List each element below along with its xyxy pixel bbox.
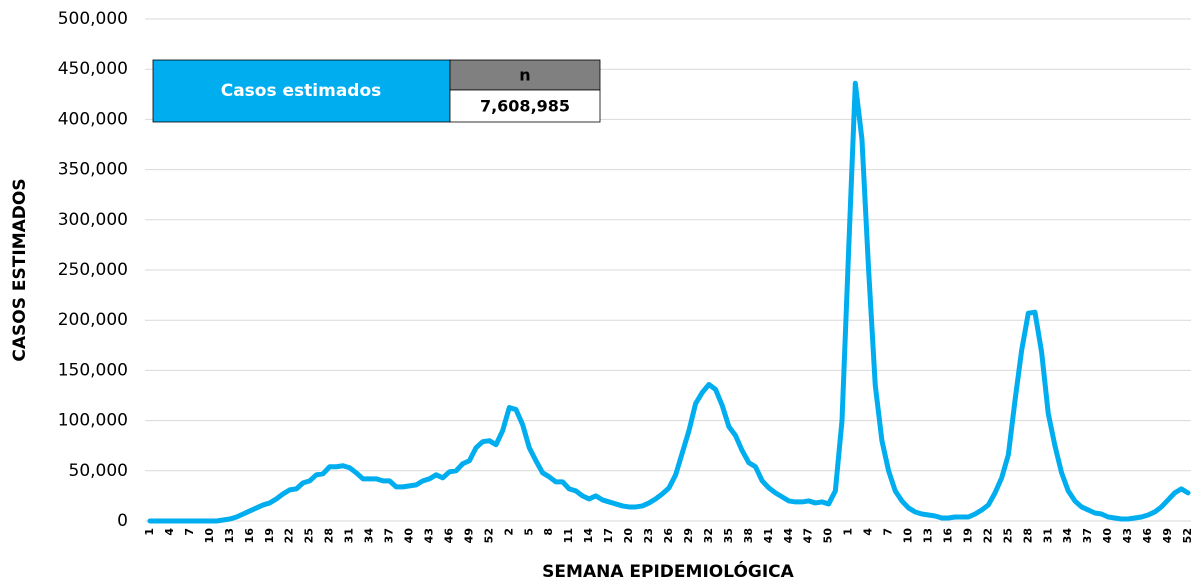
y-tick-label: 0 <box>117 511 128 531</box>
x-tick-label: 23 <box>642 528 655 543</box>
x-tick-label: 22 <box>981 528 994 543</box>
x-tick-label: 43 <box>422 528 435 543</box>
x-tick-label: 31 <box>1041 528 1054 543</box>
x-tick-label: 19 <box>961 528 974 543</box>
x-tick-label: 49 <box>1161 528 1174 543</box>
table-value: 7,608,985 <box>480 97 570 116</box>
x-tick-label: 49 <box>462 528 475 543</box>
plot <box>147 80 1191 524</box>
x-tick-label: 13 <box>922 528 935 543</box>
table-label-cell <box>152 59 451 123</box>
x-tick-label: 35 <box>722 528 735 543</box>
table-header-cell <box>449 59 601 91</box>
table-header: n <box>519 66 530 85</box>
x-tick-label: 7 <box>882 528 895 536</box>
x-tick-label: 11 <box>562 528 575 543</box>
y-tick-label: 500,000 <box>58 9 128 29</box>
y-tick-label: 400,000 <box>58 109 128 129</box>
x-tick-label: 28 <box>1021 528 1034 543</box>
y-tick-label: 50,000 <box>69 461 128 481</box>
y-tick-label: 450,000 <box>58 59 128 79</box>
y-tick-label: 300,000 <box>58 210 128 230</box>
x-axis-title: SEMANA EPIDEMIOLÓGICA <box>542 560 794 582</box>
x-tick-label: 28 <box>323 528 336 543</box>
x-tick-label: 16 <box>243 528 256 544</box>
x-tick-label: 37 <box>383 528 396 543</box>
x-tick-label: 16 <box>941 528 954 544</box>
x-tick-label: 13 <box>223 528 236 543</box>
table-value-cell <box>449 89 601 123</box>
x-tick-label: 47 <box>802 528 815 543</box>
x-tick-label: 44 <box>782 528 795 544</box>
x-tick-label: 41 <box>762 528 775 543</box>
x-tick-label: 25 <box>1001 528 1014 543</box>
x-tick-label: 4 <box>163 528 176 536</box>
x-tick-label: 4 <box>862 528 875 536</box>
x-tick-label: 46 <box>1141 528 1154 544</box>
x-tick-label: 10 <box>203 528 216 544</box>
x-tick-label: 19 <box>263 528 276 543</box>
data-line <box>147 80 1191 524</box>
x-tick-label: 7 <box>183 528 196 536</box>
x-tick-label: 29 <box>682 528 695 543</box>
y-tick-label: 100,000 <box>58 411 128 431</box>
x-tick-label: 40 <box>1101 528 1114 544</box>
x-tick-label: 34 <box>363 528 376 544</box>
x-tick-label: 20 <box>622 528 635 544</box>
y-tick-label: 350,000 <box>58 160 128 180</box>
x-tick-label: 25 <box>303 528 316 543</box>
x-tick-label: 5 <box>522 528 535 536</box>
x-tick-label: 52 <box>482 528 495 543</box>
y-tick-label: 250,000 <box>58 260 128 280</box>
x-tick-label: 17 <box>602 528 615 543</box>
x-tick-label: 38 <box>742 528 755 543</box>
x-tick-label: 22 <box>283 528 296 543</box>
x-tick-label: 37 <box>1081 528 1094 543</box>
x-tick-label: 32 <box>702 528 715 543</box>
x-tick-label: 46 <box>442 528 455 544</box>
x-tick-label: 34 <box>1061 528 1074 544</box>
x-tick-label: 31 <box>343 528 356 543</box>
x-tick-label: 43 <box>1121 528 1134 543</box>
x-tick-label: 1 <box>143 528 156 536</box>
y-axis-title: CASOS ESTIMADOS <box>10 178 30 361</box>
y-tick-label: 200,000 <box>58 310 128 330</box>
x-tick-label: 40 <box>403 528 416 544</box>
x-tick-label: 50 <box>822 528 835 544</box>
y-tick-label: 150,000 <box>58 360 128 380</box>
table-label: Casos estimados <box>221 81 382 101</box>
x-tick-label: 10 <box>902 528 915 544</box>
x-tick-label: 26 <box>662 528 675 544</box>
x-tick-label: 52 <box>1181 528 1191 543</box>
x-tick-label: 2 <box>502 528 515 536</box>
x-tick-label: 8 <box>542 528 555 536</box>
x-tick-label: 14 <box>582 528 595 544</box>
x-tick-label: 1 <box>842 528 855 536</box>
